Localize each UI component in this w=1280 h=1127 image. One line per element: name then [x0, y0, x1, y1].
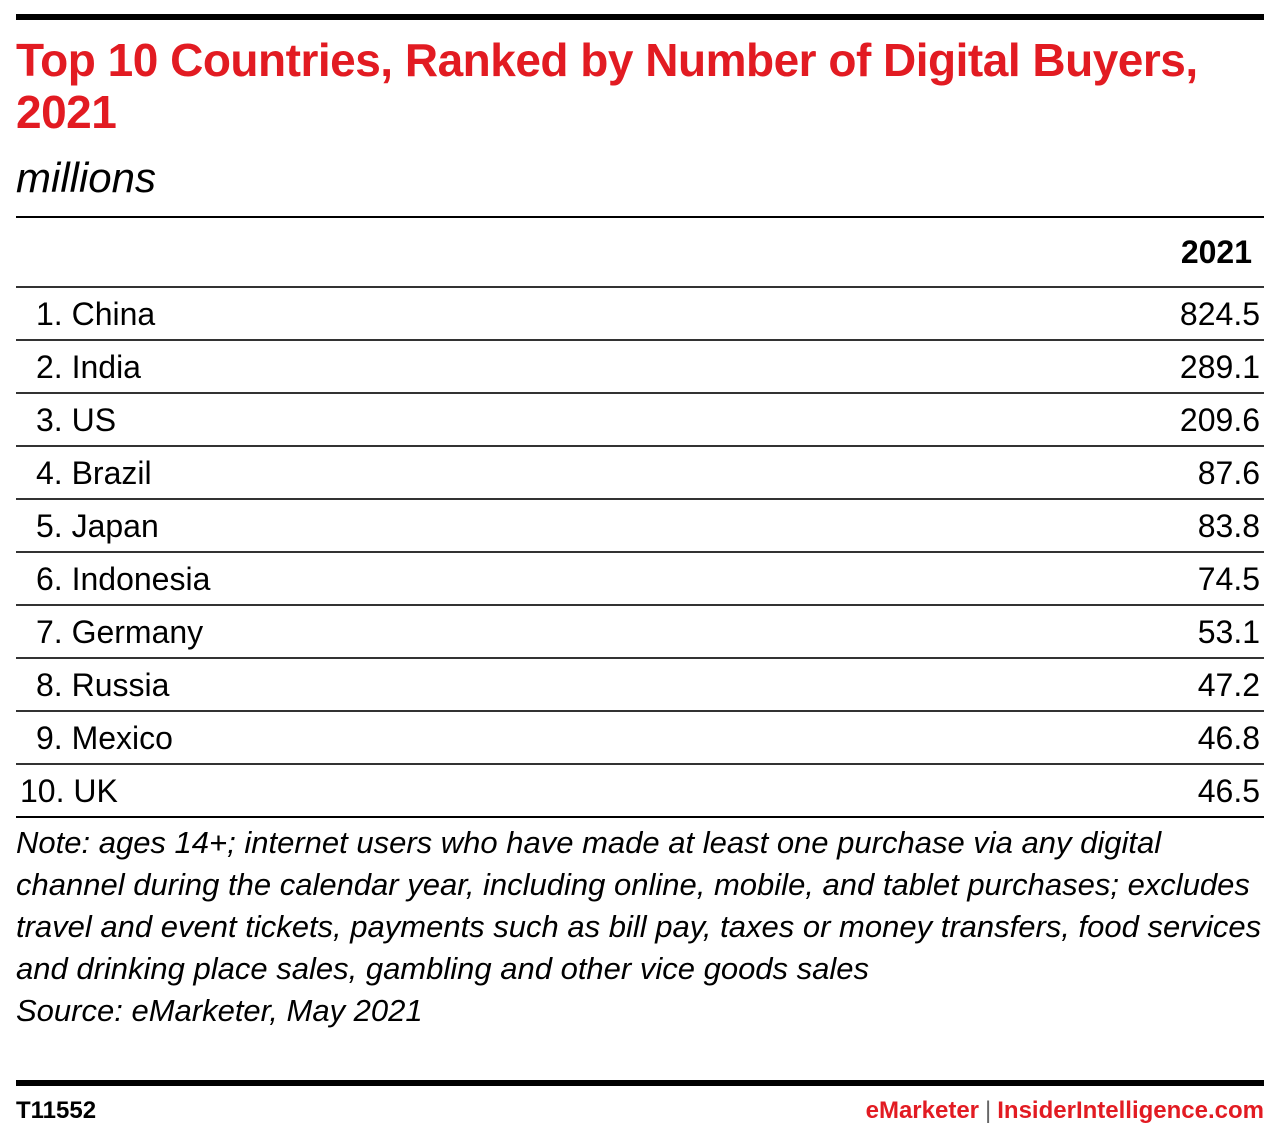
emarketer-brand: eMarketer [865, 1097, 980, 1124]
row-label: 7. Germany [36, 612, 203, 652]
header-top-rule [16, 216, 1264, 218]
table-body: 1. China 824.5 2. India 289.1 3. US 209.6 4. B… [16, 286, 1264, 816]
row-value: 53.1 [1197, 614, 1260, 650]
brand-separator: | [985, 1097, 992, 1124]
row-label: 10. UK [20, 771, 118, 811]
top-rule [16, 14, 1264, 20]
row-value: 83.8 [1197, 508, 1260, 544]
table-row: 7. Germany 53.1 [16, 604, 1264, 657]
row-rank: 7. [36, 614, 63, 650]
insider-intelligence-link[interactable]: InsiderIntelligence.com [997, 1097, 1264, 1124]
row-rank: 3. [36, 402, 63, 438]
row-value: 46.5 [1197, 773, 1260, 809]
row-country: Indonesia [71, 561, 211, 597]
row-label: 6. Indonesia [36, 559, 210, 599]
row-label: 8. Russia [36, 665, 169, 705]
note-block: Note: ages 14+; internet users who have … [16, 822, 1264, 1032]
table-row: 3. US 209.6 [16, 392, 1264, 445]
chart-id: T11552 [16, 1097, 97, 1124]
row-value: 87.6 [1197, 455, 1260, 491]
row-value: 289.1 [1179, 349, 1260, 385]
row-country: Russia [71, 667, 170, 703]
row-rank: 10. [20, 773, 65, 809]
row-label: 4. Brazil [36, 453, 152, 493]
row-country: Germany [71, 614, 204, 650]
row-country: Mexico [71, 720, 173, 756]
row-label: 1. China [36, 294, 155, 334]
table-row: 9. Mexico 46.8 [16, 710, 1264, 763]
footer-brand: eMarketer | InsiderIntelligence.com [866, 1096, 1264, 1126]
row-label: 9. Mexico [36, 718, 173, 758]
row-label: 5. Japan [36, 506, 159, 546]
row-rank: 1. [36, 296, 63, 332]
row-value: 47.2 [1197, 667, 1260, 703]
row-label: 2. India [36, 347, 141, 387]
row-rank: 4. [36, 455, 63, 491]
table-row: 1. China 824.5 [16, 286, 1264, 339]
row-rank: 5. [36, 508, 63, 544]
row-country: Japan [71, 508, 159, 544]
row-value: 74.5 [1197, 561, 1260, 597]
row-value: 824.5 [1179, 296, 1260, 332]
table-header: 2021 [16, 218, 1264, 286]
row-country: Brazil [71, 455, 152, 491]
table-row: 8. Russia 47.2 [16, 657, 1264, 710]
table-row: 2. India 289.1 [16, 339, 1264, 392]
row-rank: 6. [36, 561, 63, 597]
row-rank: 2. [36, 349, 63, 385]
column-header-2021: 2021 [1180, 234, 1252, 270]
chart-title: Top 10 Countries, Ranked by Number of Di… [16, 34, 1198, 138]
row-value: 46.8 [1197, 720, 1260, 756]
row-country: China [71, 296, 156, 332]
table-row: 4. Brazil 87.6 [16, 445, 1264, 498]
row-value: 209.6 [1179, 402, 1260, 438]
data-table: 2021 1. China 824.5 2. India 289.1 3. US 209.… [16, 216, 1264, 818]
table-bottom-rule [16, 816, 1264, 818]
row-country: UK [73, 773, 118, 809]
table-row: 6. Indonesia 74.5 [16, 551, 1264, 604]
chart-subtitle: millions [16, 154, 157, 201]
row-country: US [71, 402, 117, 438]
row-label: 3. US [36, 400, 116, 440]
table-row: 5. Japan 83.8 [16, 498, 1264, 551]
row-rank: 8. [36, 667, 63, 703]
bottom-rule [16, 1080, 1264, 1086]
note-text: Note: ages 14+; internet users who have … [16, 825, 1262, 986]
row-rank: 9. [36, 720, 63, 756]
row-country: India [71, 349, 141, 385]
table-row: 10. UK 46.5 [16, 763, 1264, 816]
source-text: Source: eMarketer, May 2021 [16, 993, 423, 1028]
